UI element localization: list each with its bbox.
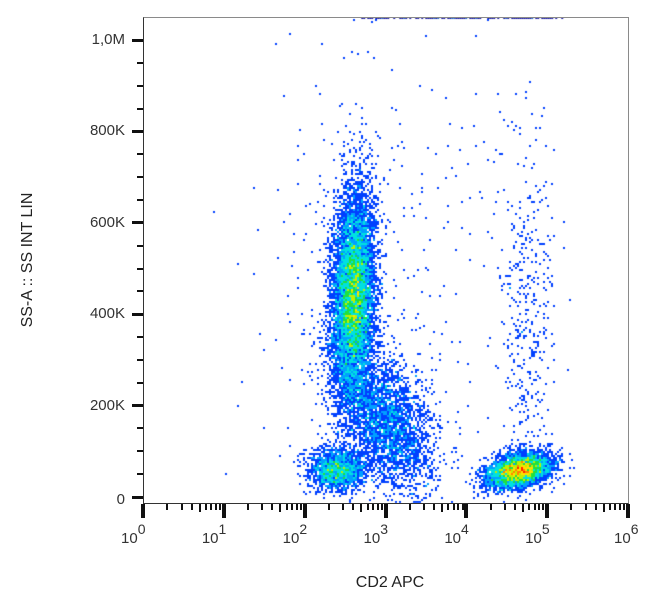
- y-tick-label: 400K: [89, 305, 125, 323]
- x-minor-tick: [619, 504, 622, 510]
- x-minor-tick: [380, 504, 383, 510]
- x-minor-tick: [180, 504, 183, 510]
- y-minor-tick: [137, 381, 143, 384]
- y-minor-tick: [137, 198, 143, 201]
- y-minor-tick: [137, 267, 143, 270]
- x-tick-label: 100: [121, 521, 146, 547]
- y-tick-label: 800K: [89, 122, 125, 140]
- x-minor-tick: [513, 504, 516, 510]
- x-minor-tick: [279, 504, 282, 512]
- y-tick-label: 600K: [89, 213, 125, 231]
- x-minor-tick: [291, 504, 294, 510]
- x-minor-tick: [271, 504, 274, 510]
- x-tick-label: 104: [444, 521, 469, 547]
- x-major-tick: [383, 504, 388, 518]
- y-minor-tick: [137, 107, 143, 110]
- x-major-tick: [464, 504, 469, 518]
- y-minor-tick: [137, 336, 143, 339]
- x-major-tick: [626, 504, 630, 518]
- x-minor-tick: [609, 504, 612, 510]
- y-minor-tick: [137, 290, 143, 293]
- plot-frame: [143, 17, 629, 504]
- x-minor-tick: [584, 504, 587, 510]
- x-minor-tick: [489, 504, 492, 510]
- x-minor-tick: [570, 504, 573, 510]
- x-minor-tick: [614, 504, 617, 510]
- y-minor-tick: [137, 153, 143, 156]
- x-axis-title: CD2 APC: [355, 574, 425, 591]
- density-dot-plot-area: [143, 17, 629, 504]
- y-major-tick: [132, 129, 143, 133]
- x-tick-label: 103: [363, 521, 388, 547]
- x-minor-tick: [210, 504, 213, 510]
- y-major-tick: [132, 495, 143, 499]
- y-minor-tick: [137, 84, 143, 87]
- x-minor-tick: [219, 504, 222, 510]
- x-minor-tick: [247, 504, 250, 510]
- x-minor-tick: [371, 504, 374, 510]
- y-major-tick: [132, 38, 143, 42]
- x-minor-tick: [602, 504, 605, 512]
- x-minor-tick: [528, 504, 531, 510]
- y-major-tick: [132, 221, 143, 225]
- x-minor-tick: [285, 504, 288, 510]
- y-axis-title: SS-A :: SS INT LIN: [19, 192, 36, 328]
- x-major-tick: [545, 504, 550, 518]
- x-minor-tick: [342, 504, 345, 510]
- y-minor-tick: [137, 358, 143, 361]
- y-minor-tick: [137, 244, 143, 247]
- y-tick-label: 1,0M: [91, 31, 125, 48]
- x-minor-tick: [594, 504, 597, 510]
- x-minor-tick: [166, 504, 169, 510]
- x-minor-tick: [623, 504, 626, 510]
- x-minor-tick: [503, 504, 506, 510]
- x-tick-label: 105: [525, 521, 550, 547]
- y-minor-tick: [137, 427, 143, 430]
- x-tick-label: 102: [282, 521, 308, 547]
- x-minor-tick: [214, 504, 217, 510]
- y-minor-tick: [137, 473, 143, 476]
- x-major-tick: [302, 504, 307, 518]
- x-minor-tick: [295, 504, 298, 510]
- x-minor-tick: [538, 504, 541, 510]
- x-minor-tick: [521, 504, 524, 512]
- x-minor-tick: [261, 504, 264, 510]
- x-minor-tick: [461, 504, 464, 510]
- x-minor-tick: [441, 504, 443, 512]
- x-minor-tick: [533, 504, 536, 510]
- x-tick-label: 106: [614, 521, 639, 547]
- x-minor-tick: [299, 504, 302, 510]
- x-minor-tick: [542, 504, 545, 510]
- x-minor-tick: [204, 504, 207, 510]
- y-minor-tick: [137, 176, 143, 179]
- x-minor-tick: [190, 504, 193, 510]
- x-minor-tick: [198, 504, 201, 512]
- x-minor-tick: [352, 504, 355, 510]
- x-minor-tick: [376, 504, 379, 510]
- x-major-tick: [221, 504, 226, 518]
- x-minor-tick: [366, 504, 369, 510]
- y-tick-label: 0: [116, 491, 125, 508]
- y-minor-tick: [137, 61, 143, 64]
- x-minor-tick: [452, 504, 455, 510]
- x-minor-tick: [457, 504, 460, 510]
- y-major-tick: [132, 312, 143, 316]
- x-minor-tick: [447, 504, 450, 510]
- x-minor-tick: [423, 504, 426, 510]
- x-minor-tick: [408, 504, 411, 510]
- y-minor-tick: [137, 450, 143, 453]
- x-minor-tick: [360, 504, 363, 512]
- y-tick-label: 200K: [89, 396, 125, 414]
- origin-tick: [141, 504, 145, 518]
- x-minor-tick: [327, 504, 330, 510]
- y-major-tick: [132, 404, 143, 408]
- x-tick-label: 101: [201, 521, 227, 547]
- x-minor-tick: [433, 504, 436, 510]
